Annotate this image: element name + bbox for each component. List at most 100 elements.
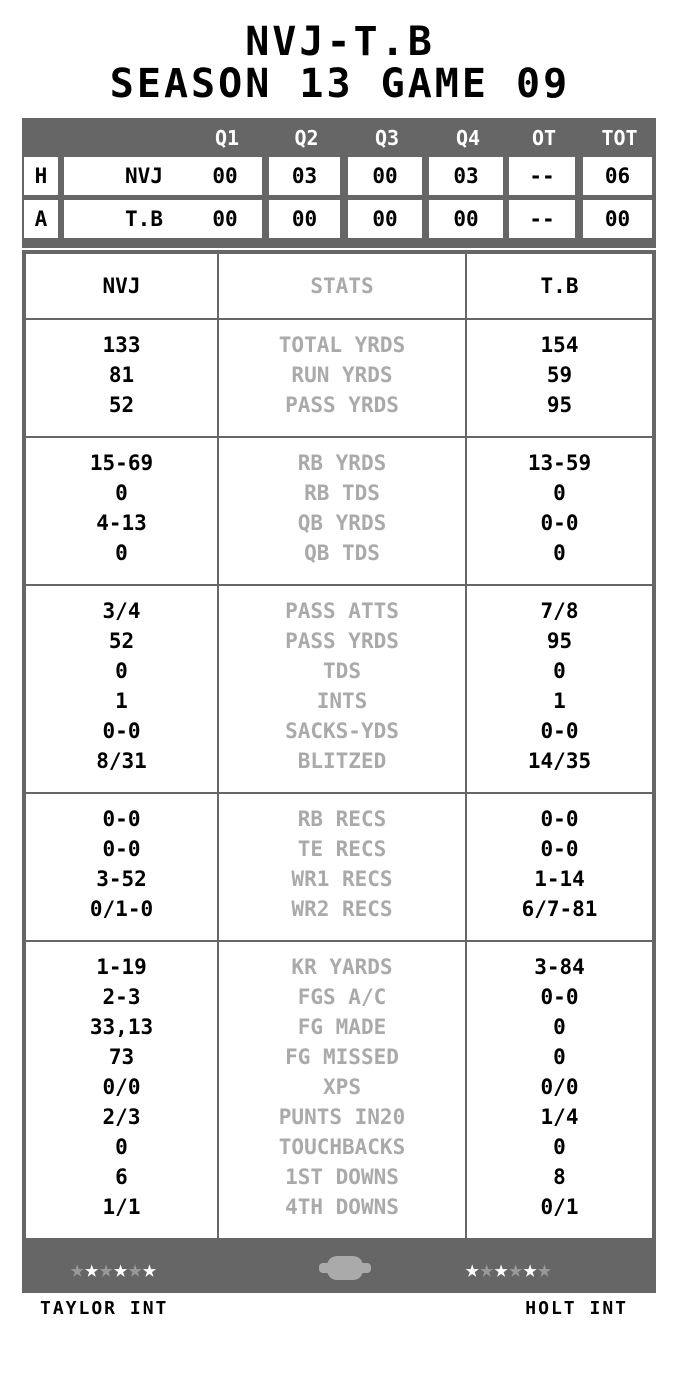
star-icon: ★ xyxy=(522,1255,538,1283)
stat-label: RB TDS xyxy=(304,481,380,505)
stat-label: TDS xyxy=(323,659,361,683)
away-stat-value: 0/0 xyxy=(540,1075,579,1099)
away-stat-value: 0-0 xyxy=(540,719,579,743)
away-stat-value: 95 xyxy=(546,393,573,417)
quarter-score: 00 xyxy=(188,200,262,238)
home-stat-value: 133 xyxy=(102,333,141,357)
stats-section-labels: RB YRDS RB TDS QB YRDS QB TDS xyxy=(219,438,465,584)
stats-section-labels: RB RECS TE RECS WR1 RECS WR2 RECS xyxy=(219,794,465,940)
stat-label: PASS YRDS xyxy=(285,629,399,653)
stat-label: WR1 RECS xyxy=(291,867,393,891)
away-stat-value: 1 xyxy=(553,689,566,713)
quarter-header: Q4 xyxy=(455,126,481,150)
away-stat-value: 0 xyxy=(553,541,566,565)
home-stat-value: 0-0 xyxy=(102,837,141,861)
stat-label: FG MADE xyxy=(297,1015,387,1039)
home-stat-value: 33,13 xyxy=(89,1015,154,1039)
away-stat-value: 1-14 xyxy=(534,867,585,891)
stat-label: WR2 RECS xyxy=(291,897,393,921)
away-stat-value: 6/7-81 xyxy=(521,897,598,921)
star-icon: ★ xyxy=(479,1255,494,1283)
side-label: H xyxy=(24,157,58,195)
away-stat-value: 154 xyxy=(540,333,579,357)
star-icon: ★ xyxy=(127,1255,143,1283)
away-stat-value: 0-0 xyxy=(540,837,579,861)
stat-label: PASS YRDS xyxy=(285,393,399,417)
quarter-score: 00 xyxy=(269,200,340,238)
quarter-score: 00 xyxy=(188,157,262,195)
away-stars: ★★★★★★ xyxy=(465,1255,552,1283)
stats-section-home: 1-19 2-3 33,13 73 0/0 2/3 0 6 1/1 xyxy=(26,942,217,1238)
quarter-score: 00 xyxy=(583,200,652,238)
quarter-header: Q1 xyxy=(214,126,240,150)
stat-label: RB RECS xyxy=(297,807,387,831)
score-row: H NVJ 00 03 00 03 -- 06 xyxy=(22,157,656,197)
stat-label: BLITZED xyxy=(297,749,387,773)
home-stat-value: 0 xyxy=(115,1135,128,1159)
home-stars: ★★★★★★ xyxy=(70,1255,157,1283)
home-stat-value: 0/0 xyxy=(102,1075,141,1099)
stat-label: TOTAL YRDS xyxy=(278,333,406,357)
star-icon: ★ xyxy=(113,1255,128,1283)
away-stat-value: 0 xyxy=(553,1045,566,1069)
away-stat-value: 95 xyxy=(546,629,573,653)
quarter-header: OT xyxy=(531,126,557,150)
stats-panel: NVJ STATS T.B 133 81 52 TOTAL YRDS RUN YRDS PASS… xyxy=(22,250,656,1243)
stat-label: TE RECS xyxy=(297,837,387,861)
away-stat-value: 13-59 xyxy=(527,451,592,475)
stats-section-home: 3/4 52 0 1 0-0 8/31 xyxy=(26,586,217,792)
scoreboard: Q1 Q2 Q3 Q4 OT TOT H NVJ 00 03 00 03 -- 06 A T.B 00 00 00 0… xyxy=(22,118,656,248)
home-stat-value: 6 xyxy=(115,1165,128,1189)
stat-label: QB TDS xyxy=(304,541,380,565)
home-stat-value: 0 xyxy=(115,541,128,565)
away-stat-value: 0 xyxy=(553,659,566,683)
home-team-header: NVJ xyxy=(26,254,217,318)
away-stat-value: 0 xyxy=(553,1015,566,1039)
home-stat-value: 15-69 xyxy=(89,451,154,475)
stat-label: PASS ATTS xyxy=(285,599,399,623)
stats-section-labels: KR YARDS FGS A/C FG MADE FG MISSED XPS PUNTS … xyxy=(219,942,465,1238)
away-stat-value: 3-84 xyxy=(534,955,585,979)
home-stat-value: 52 xyxy=(108,393,135,417)
home-stat-value: 73 xyxy=(108,1045,135,1069)
stat-label: 4TH DOWNS xyxy=(285,1195,399,1219)
stat-label: FG MISSED xyxy=(285,1045,399,1069)
home-stat-value: 81 xyxy=(108,363,135,387)
away-stat-value: 0-0 xyxy=(540,985,579,1009)
away-stat-value: 0 xyxy=(553,481,566,505)
stat-label: XPS xyxy=(323,1075,361,1099)
side-label: A xyxy=(24,200,58,238)
stats-section-away: 7/8 95 0 1 0-0 14/35 xyxy=(467,586,652,792)
quarter-header: Q2 xyxy=(294,126,319,150)
stats-section-away: 13-59 0 0-0 0 xyxy=(467,438,652,584)
quarter-score: 00 xyxy=(348,200,422,238)
quarter-score: 06 xyxy=(583,157,652,195)
matchup-title: NVJ-T.B xyxy=(245,19,435,65)
star-icon: ★ xyxy=(142,1255,157,1283)
stat-label: 1ST DOWNS xyxy=(285,1165,399,1189)
away-player-note: HOLT INT xyxy=(525,1298,628,1319)
away-team-header: T.B xyxy=(467,254,652,318)
score-header-row: Q1 Q2 Q3 Q4 OT TOT xyxy=(22,120,656,160)
home-stat-value: 4-13 xyxy=(96,511,147,535)
quarter-score: -- xyxy=(509,200,575,238)
quarter-header: TOT xyxy=(601,126,638,150)
star-icon: ★ xyxy=(84,1255,99,1283)
stat-label: RB YRDS xyxy=(297,451,387,475)
away-stat-value: 7/8 xyxy=(540,599,579,623)
star-icon: ★ xyxy=(537,1255,552,1283)
home-stat-value: 52 xyxy=(108,629,135,653)
home-stat-value: 2/3 xyxy=(102,1105,141,1129)
stats-section-away: 154 59 95 xyxy=(467,320,652,436)
home-player-note: TAYLOR INT xyxy=(40,1298,169,1319)
stats-section-away: 3-84 0-0 0 0 0/0 1/4 0 8 0/1 xyxy=(467,942,652,1238)
home-stat-value: 3-52 xyxy=(96,867,147,891)
away-stat-value: 0/1 xyxy=(540,1195,579,1219)
home-stat-value: 0 xyxy=(115,481,128,505)
quarter-score: 00 xyxy=(348,157,422,195)
away-stat-value: 0 xyxy=(553,1135,566,1159)
home-stat-value: 3/4 xyxy=(102,599,141,623)
stats-section-home: 15-69 0 4-13 0 xyxy=(26,438,217,584)
home-stat-value: 1-19 xyxy=(96,955,147,979)
away-stat-value: 59 xyxy=(546,363,573,387)
